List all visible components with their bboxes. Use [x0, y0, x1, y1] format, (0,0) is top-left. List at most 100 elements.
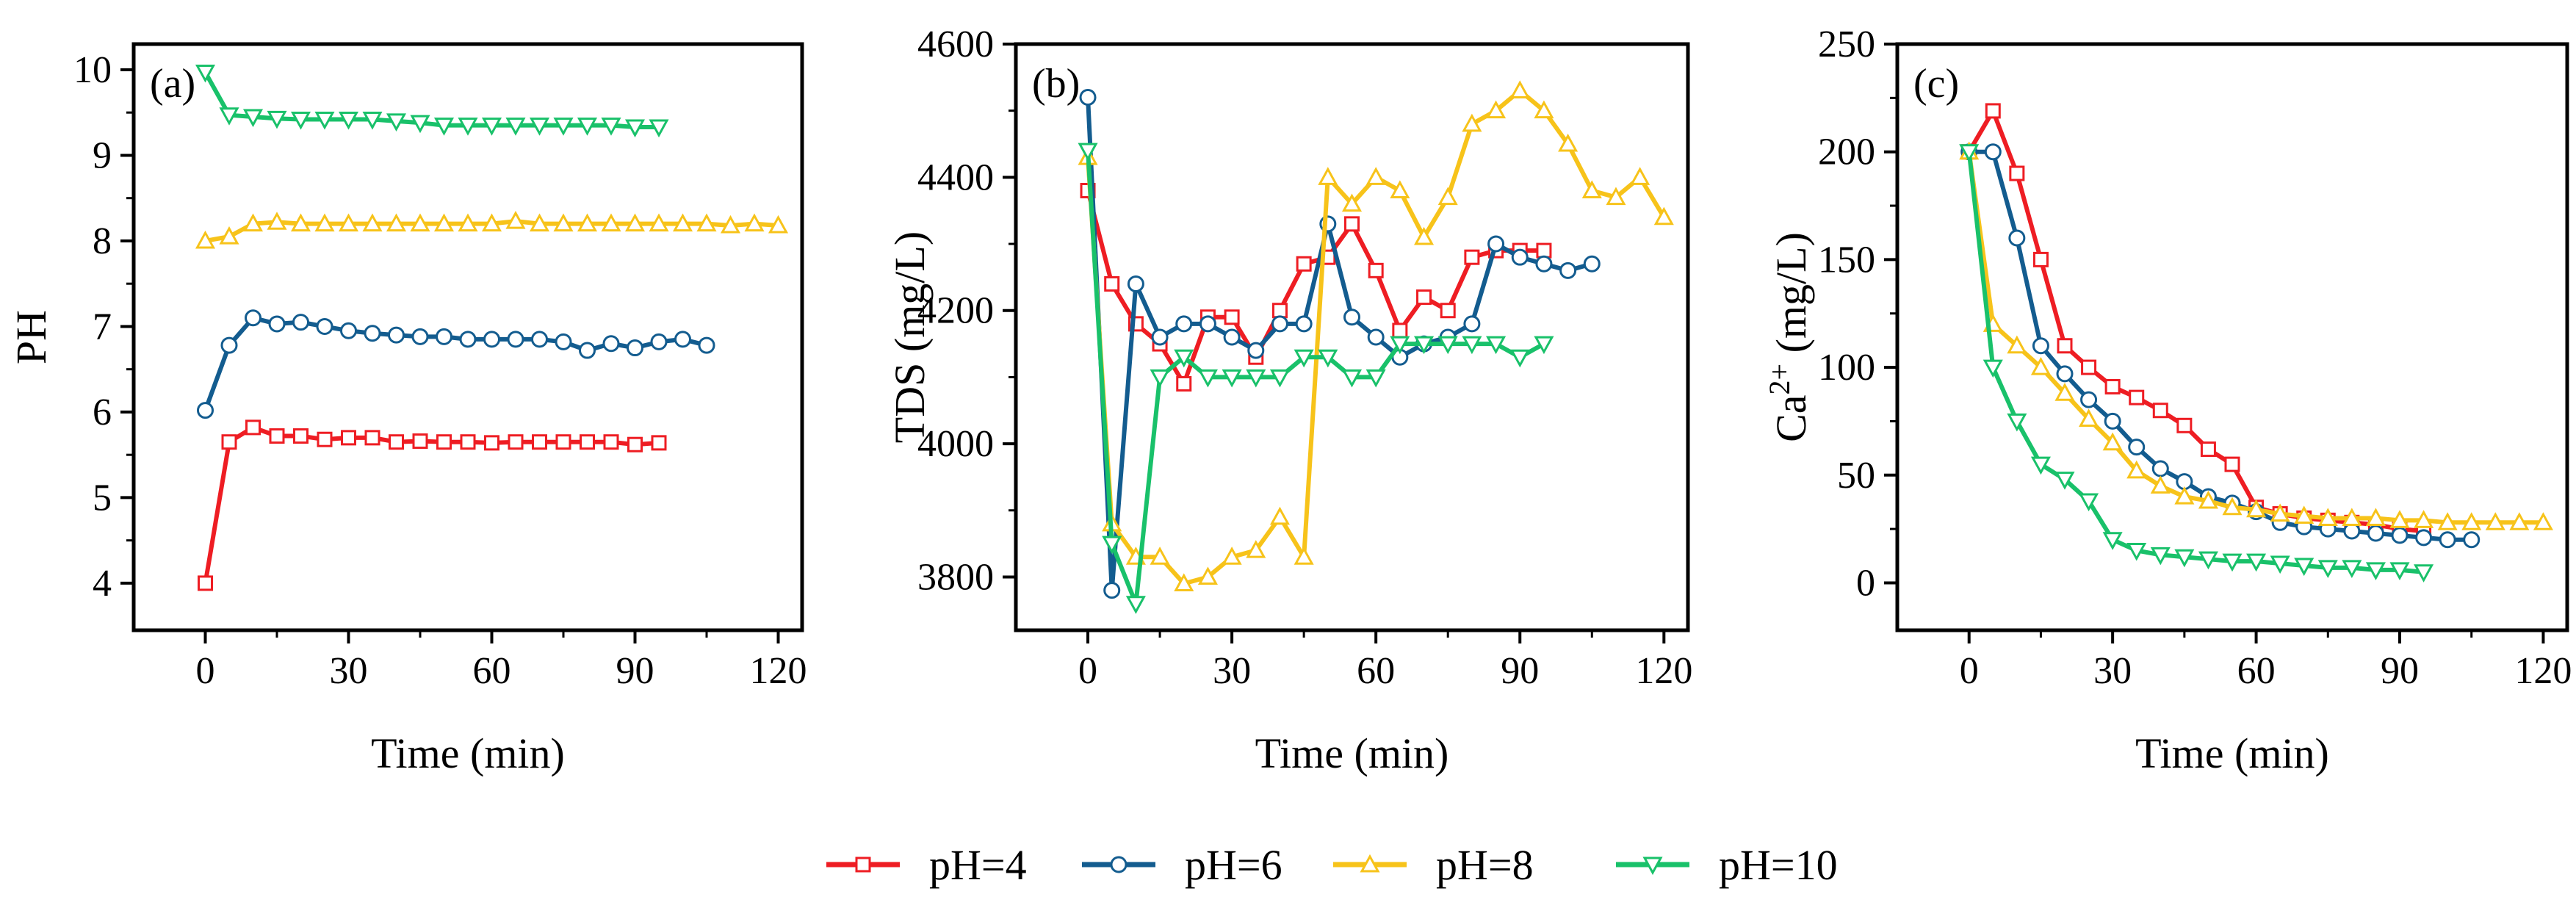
data-point — [672, 213, 693, 232]
data-point — [2104, 378, 2121, 394]
data-point — [1197, 369, 1218, 388]
data-point — [2198, 551, 2218, 570]
data-point — [650, 333, 668, 350]
legend-item-pH=6: pH=6 — [1082, 841, 1282, 889]
data-point — [293, 428, 309, 444]
data-point — [2129, 389, 2145, 405]
data-point — [1437, 187, 1458, 206]
data-point — [220, 336, 238, 354]
series-pH=10 — [1959, 144, 2434, 583]
data-point — [2365, 562, 2386, 580]
data-point — [1509, 80, 1530, 98]
data-point — [433, 118, 455, 136]
data-point — [529, 213, 550, 232]
series-line — [1086, 97, 1593, 593]
data-point — [2461, 512, 2482, 530]
data-point — [1365, 369, 1386, 388]
y-axis-label: Ca2+ (mg/L) — [1763, 232, 1815, 442]
legend: pH=4 pH=6 pH=8 pH=10 — [826, 841, 1838, 889]
series-line — [1969, 149, 2472, 542]
data-point — [362, 112, 383, 130]
data-point — [388, 326, 405, 344]
data-point — [1416, 289, 1432, 306]
y-tick-label: 200 — [1818, 131, 1875, 173]
data-point — [2342, 508, 2362, 526]
data-point — [2389, 562, 2410, 580]
series-pH=8 — [195, 211, 789, 249]
data-point — [1199, 315, 1216, 333]
y-tick-label: 3800 — [917, 556, 994, 598]
panel-label: (b) — [1032, 61, 1080, 107]
data-point — [2439, 531, 2456, 549]
data-point — [219, 226, 239, 245]
data-point — [481, 213, 502, 232]
y-tick-label: 5 — [93, 477, 112, 519]
series-pH=4 — [1961, 103, 2432, 539]
data-point — [577, 118, 598, 136]
data-point — [1294, 349, 1314, 368]
y-tick-label: 8 — [93, 220, 112, 262]
data-point — [1390, 336, 1410, 355]
data-point — [364, 430, 380, 446]
data-point — [2128, 439, 2146, 456]
data-point — [2080, 391, 2098, 408]
y-tick-label: 100 — [1818, 347, 1875, 389]
chart-panel-1: 0 30 60 90 120 4 5 6 7 8 9 10 Time (min) PH (a) — [7, 42, 807, 777]
data-point — [1102, 535, 1122, 555]
data-point — [1630, 167, 1650, 185]
data-point — [2032, 337, 2049, 355]
series-pH=8 — [1959, 141, 2553, 530]
data-point — [386, 213, 407, 232]
data-point — [1296, 256, 1312, 272]
data-point — [1174, 349, 1194, 368]
x-tick-label: 120 — [750, 650, 807, 692]
data-point — [2414, 510, 2434, 528]
data-point — [2057, 338, 2073, 354]
x-tick-label: 30 — [1213, 650, 1251, 692]
data-point — [1583, 255, 1601, 273]
data-point — [1462, 113, 1482, 132]
y-tick-label: 250 — [1818, 24, 1875, 65]
data-point — [410, 115, 430, 134]
legend-item-pH=10: pH=10 — [1616, 841, 1838, 889]
data-point — [2079, 408, 2099, 427]
data-point — [1318, 167, 1338, 185]
y-tick-label: 4600 — [917, 24, 994, 65]
data-point — [768, 214, 789, 234]
data-point — [2509, 512, 2530, 530]
data-point — [2056, 365, 2074, 383]
data-point — [1462, 336, 1482, 355]
data-point — [1509, 349, 1530, 368]
series-pH=6 — [1960, 143, 2481, 549]
data-point — [1437, 336, 1458, 355]
data-point — [267, 110, 287, 129]
data-point — [1269, 369, 1291, 388]
data-point — [2007, 413, 2027, 432]
data-point — [1367, 328, 1385, 346]
data-point — [1982, 359, 2003, 378]
data-point — [2415, 529, 2433, 547]
data-point — [2222, 497, 2243, 516]
data-point — [2224, 456, 2240, 472]
data-point — [1224, 309, 1240, 325]
x-tick-label: 0 — [1078, 650, 1097, 692]
data-point — [2007, 335, 2027, 354]
data-point — [458, 213, 478, 232]
data-point — [267, 212, 287, 230]
data-point — [2389, 510, 2410, 528]
data-point — [1174, 573, 1194, 592]
data-point — [2391, 527, 2409, 544]
data-point — [2317, 560, 2338, 579]
y-tick-label: 10 — [73, 49, 112, 91]
data-point — [2102, 432, 2123, 451]
data-point — [624, 213, 646, 232]
legend-marker — [1642, 857, 1663, 876]
y-tick-label: 7 — [93, 306, 112, 347]
data-point — [338, 112, 359, 130]
data-point — [2246, 553, 2267, 572]
data-point — [2008, 229, 2026, 247]
series-pH=10 — [1078, 143, 1554, 614]
y-tick-label: 4 — [93, 563, 112, 605]
data-point — [1150, 547, 1170, 565]
data-point — [1269, 506, 1291, 525]
